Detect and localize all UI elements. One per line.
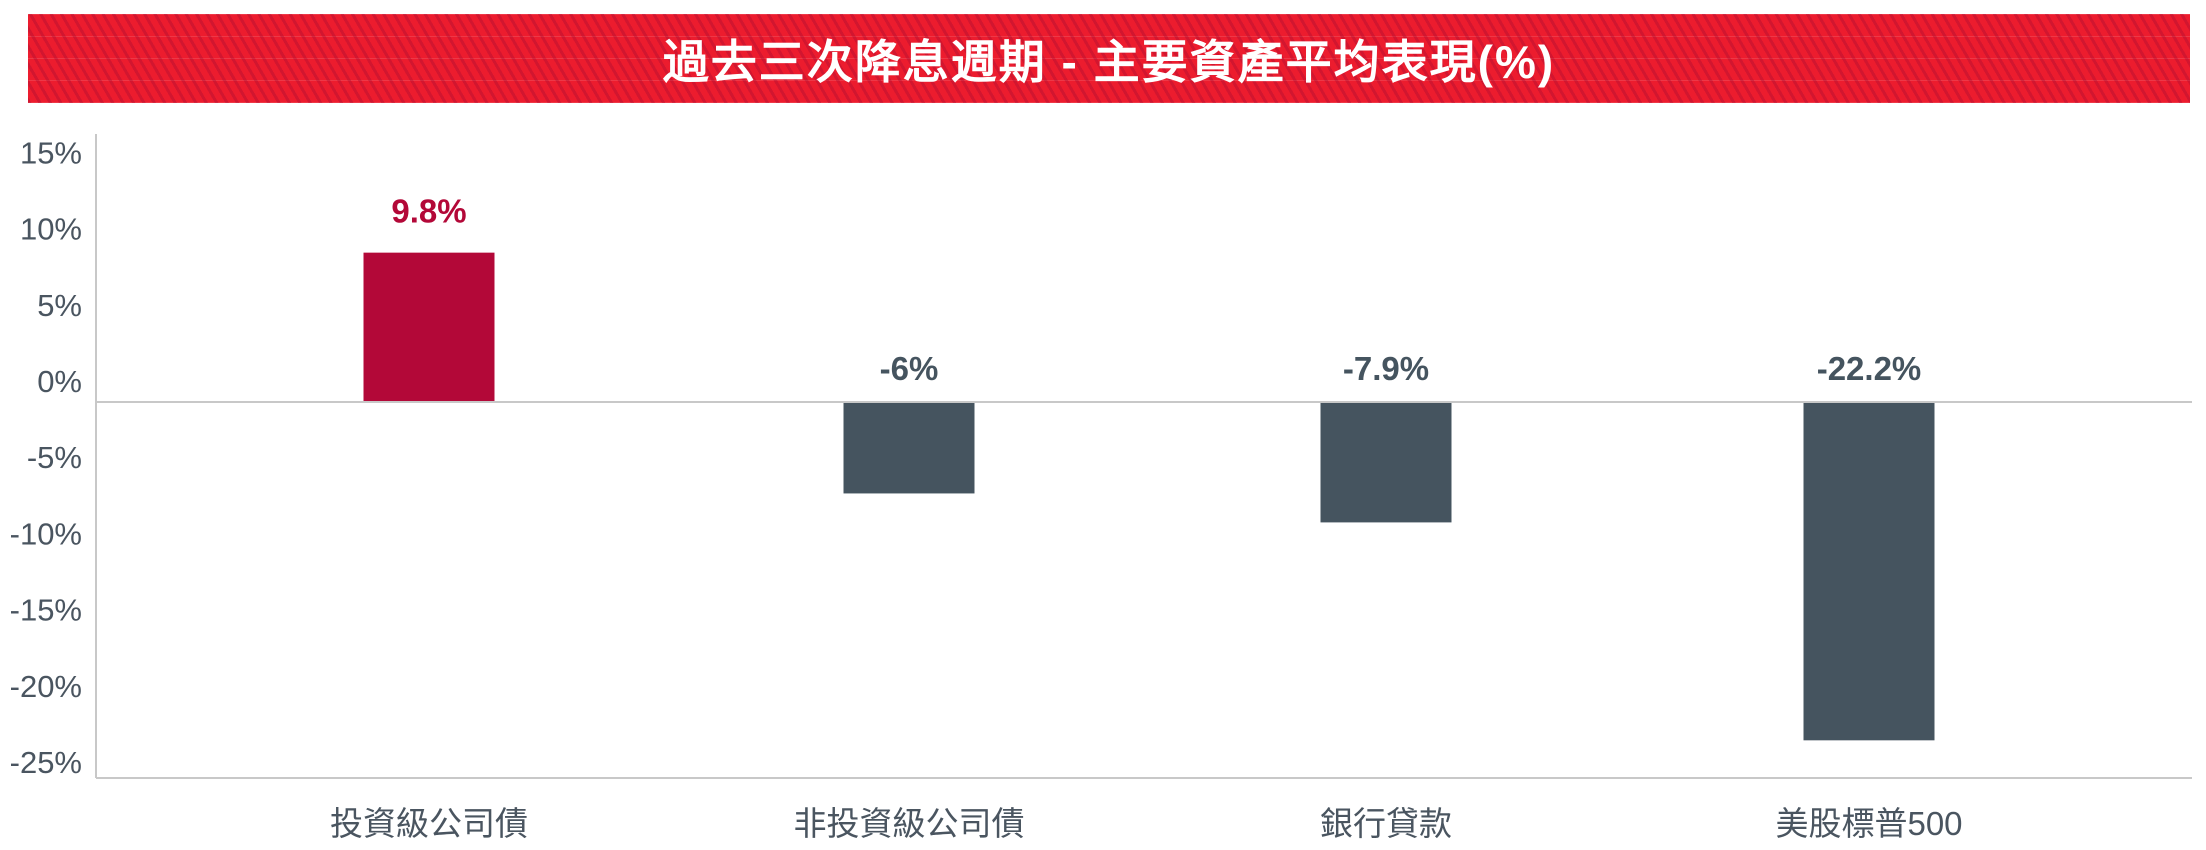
- x-category-label: 投資級公司債: [330, 805, 528, 842]
- data-label: 9.8%: [391, 193, 466, 230]
- chart-title: 過去三次降息週期 - 主要資產平均表現(%): [662, 35, 1556, 88]
- y-tick-label: -20%: [10, 669, 82, 704]
- bar: [363, 252, 495, 402]
- y-tick-label: 15%: [20, 135, 82, 170]
- x-category-label: 美股標普500: [1775, 805, 1962, 842]
- y-tick-label: -5%: [27, 440, 82, 475]
- x-category-label: 銀行貸款: [1320, 805, 1452, 842]
- y-tick-label: -25%: [10, 745, 82, 780]
- data-label: -6%: [880, 350, 939, 387]
- y-tick-label: -15%: [10, 593, 82, 628]
- y-tick-label: 10%: [20, 212, 82, 247]
- data-label: -22.2%: [1817, 350, 1922, 387]
- chart-title-banner: 過去三次降息週期 - 主要資產平均表現(%): [28, 14, 2190, 103]
- y-tick-label: 0%: [37, 364, 82, 399]
- bar: [843, 402, 975, 494]
- y-tick-label: -10%: [10, 516, 82, 551]
- y-tick-label: 5%: [37, 288, 82, 323]
- bar: [1320, 402, 1452, 523]
- data-label: -7.9%: [1343, 350, 1429, 387]
- bar: [1803, 402, 1935, 741]
- x-category-label: 非投資級公司債: [794, 805, 1025, 842]
